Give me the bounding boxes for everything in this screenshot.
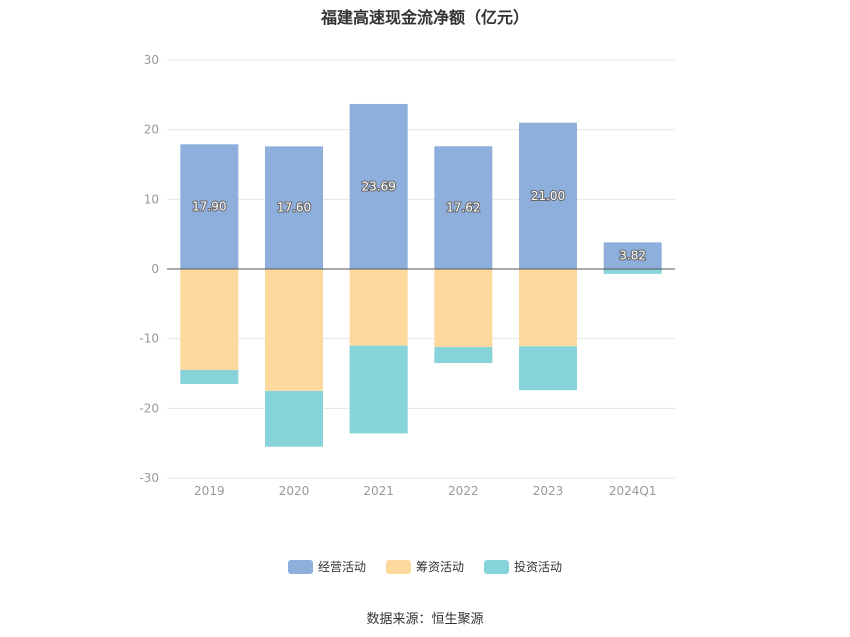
bar-segment: [349, 269, 408, 346]
bar-segment: [519, 346, 577, 391]
bar-segment: [434, 146, 493, 269]
data-label: 17.62: [446, 201, 480, 215]
bar-segment: [519, 122, 577, 269]
bar-segment: [180, 144, 239, 269]
y-tick-label: -30: [139, 471, 159, 485]
data-label: 17.60: [277, 201, 311, 215]
y-tick-label: -10: [139, 332, 159, 346]
x-tick-label: 2024Q1: [609, 484, 657, 498]
bar-segment: [180, 269, 239, 371]
data-label: 21.00: [531, 189, 565, 203]
bar-segment: [265, 146, 323, 269]
x-tick-label: 2019: [194, 484, 225, 498]
data-label: 17.90: [192, 200, 226, 214]
y-tick-label: -20: [139, 401, 159, 415]
x-tick-label: 2023: [533, 484, 564, 498]
grid-layer: [167, 59, 675, 479]
bar-segment: [434, 269, 493, 348]
bar-segment: [265, 390, 323, 447]
x-tick-label: 2020: [279, 484, 310, 498]
legend-swatch-operating: [287, 559, 313, 574]
legend-label-investing: 投资活动: [514, 560, 563, 574]
axis-layer: 30 20 10 0 -10 -20 -30 2019 2020 2021 2022 2023 2024…: [139, 53, 675, 498]
bar-segment: [603, 269, 662, 274]
y-tick-label: 10: [144, 192, 159, 206]
data-label: 3.82: [619, 249, 646, 263]
bar-segment: [265, 269, 323, 391]
legend-item-operating[interactable]: 经营活动: [287, 558, 366, 575]
bar-segment: [180, 370, 239, 384]
data-label: 23.69: [361, 179, 395, 193]
y-tick-label: 20: [144, 123, 159, 137]
source-note: 数据来源：恒生聚源: [366, 612, 484, 627]
bars-layer: [180, 103, 662, 447]
bar-segment: [349, 345, 408, 434]
legend-label-financing: 筹资活动: [415, 560, 464, 574]
chart-title: 福建高速现金流净额（亿元）: [320, 8, 529, 27]
legend: 经营活动 筹资活动 投资活动: [0, 558, 850, 575]
bar-segment: [434, 347, 493, 364]
bar-segment: [519, 269, 577, 347]
legend-item-financing[interactable]: 筹资活动: [385, 558, 464, 575]
legend-swatch-investing: [484, 559, 509, 574]
legend-item-investing[interactable]: 投资活动: [484, 558, 562, 575]
y-tick-label: 30: [144, 53, 159, 67]
x-tick-label: 2022: [448, 484, 479, 498]
y-tick-label: 0: [151, 262, 159, 276]
labels-layer: 17.90 17.60 23.69 17.62 21.00 3.82: [191, 178, 647, 263]
bar-segment: [603, 242, 662, 269]
legend-label-operating: 经营活动: [317, 560, 366, 574]
x-tick-label: 2021: [363, 484, 394, 498]
legend-swatch-financing: [385, 559, 411, 574]
bar-segment: [349, 103, 408, 270]
